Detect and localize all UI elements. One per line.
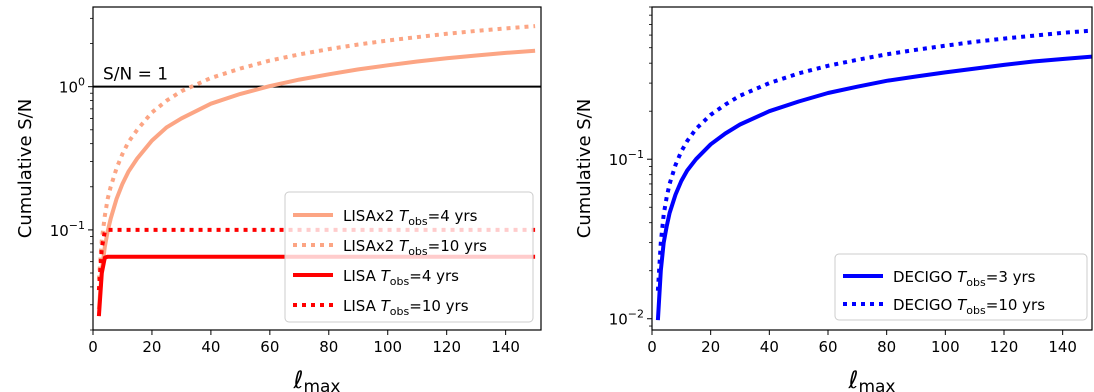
- legend-box: [284, 191, 534, 323]
- x-tick-label: 20: [142, 338, 161, 356]
- y-tick-label: 10−1: [50, 219, 85, 240]
- x-tick-label: 120: [432, 338, 461, 356]
- legend-label-2: LISAx2 Tobs=10 yrs: [343, 237, 487, 258]
- series-line-2: [655, 28, 1092, 291]
- x-tick-label: 0: [647, 338, 657, 356]
- x-tick-label: 120: [990, 338, 1019, 356]
- series-line-1: [655, 54, 1092, 321]
- series-line-4: [96, 227, 536, 291]
- panel-1: S/N = 1 0 20 40 60 80 100 120 140 100 10−1 ℓmax Cumu…: [15, 6, 542, 392]
- y-tick-label: 100: [59, 76, 85, 97]
- legend-label-4: LISA Tobs=10 yrs: [343, 297, 469, 318]
- x-tick-label: 60: [818, 338, 837, 356]
- legend-label-3: LISA Tobs=4 yrs: [343, 267, 459, 288]
- y-axis-label: Cumulative S/N: [574, 99, 595, 238]
- x-tick-label: 40: [201, 338, 220, 356]
- legend: DECIGO Tobs=3 yrs DECIGO Tobs=10 yrs: [834, 253, 1088, 321]
- x-tick-label: 20: [701, 338, 720, 356]
- series-line-2: [96, 24, 536, 280]
- x-tick-label: 140: [1048, 338, 1077, 356]
- x-tick-label: 140: [491, 338, 520, 356]
- legend-label-2: DECIGO Tobs=10 yrs: [893, 296, 1045, 317]
- plot-area: [96, 24, 536, 317]
- x-tick-label: 80: [319, 338, 338, 356]
- axes-frame: [92, 6, 542, 331]
- x-tick-label: 100: [373, 338, 402, 356]
- reference-label: S/N = 1: [103, 65, 168, 85]
- legend-box: [834, 253, 1088, 321]
- x-axis-label: ℓmax: [293, 366, 341, 392]
- axes-frame: [651, 6, 1093, 331]
- legend-label-1: LISAx2 Tobs=4 yrs: [343, 207, 478, 228]
- x-tick-label: 80: [877, 338, 896, 356]
- y-tick-label: 10−2: [609, 308, 644, 329]
- legend-label-1: DECIGO Tobs=3 yrs: [893, 268, 1036, 289]
- y-tick-label: 10−1: [609, 148, 644, 169]
- y-axis-label: Cumulative S/N: [15, 99, 36, 238]
- x-tick-label: 100: [931, 338, 960, 356]
- x-tick-label: 40: [760, 338, 779, 356]
- x-tick-label: 0: [88, 338, 98, 356]
- x-tick-label: 60: [260, 338, 279, 356]
- plot-area: [655, 28, 1092, 321]
- panel-2: 0 20 40 60 80 100 120 140 10−1 10−2 ℓmax Cumulative…: [574, 6, 1093, 392]
- x-axis-label: ℓmax: [848, 366, 896, 392]
- series-line-1: [96, 48, 536, 310]
- legend: LISAx2 Tobs=4 yrs LISAx2 Tobs=10 yrs LISA …: [284, 191, 534, 323]
